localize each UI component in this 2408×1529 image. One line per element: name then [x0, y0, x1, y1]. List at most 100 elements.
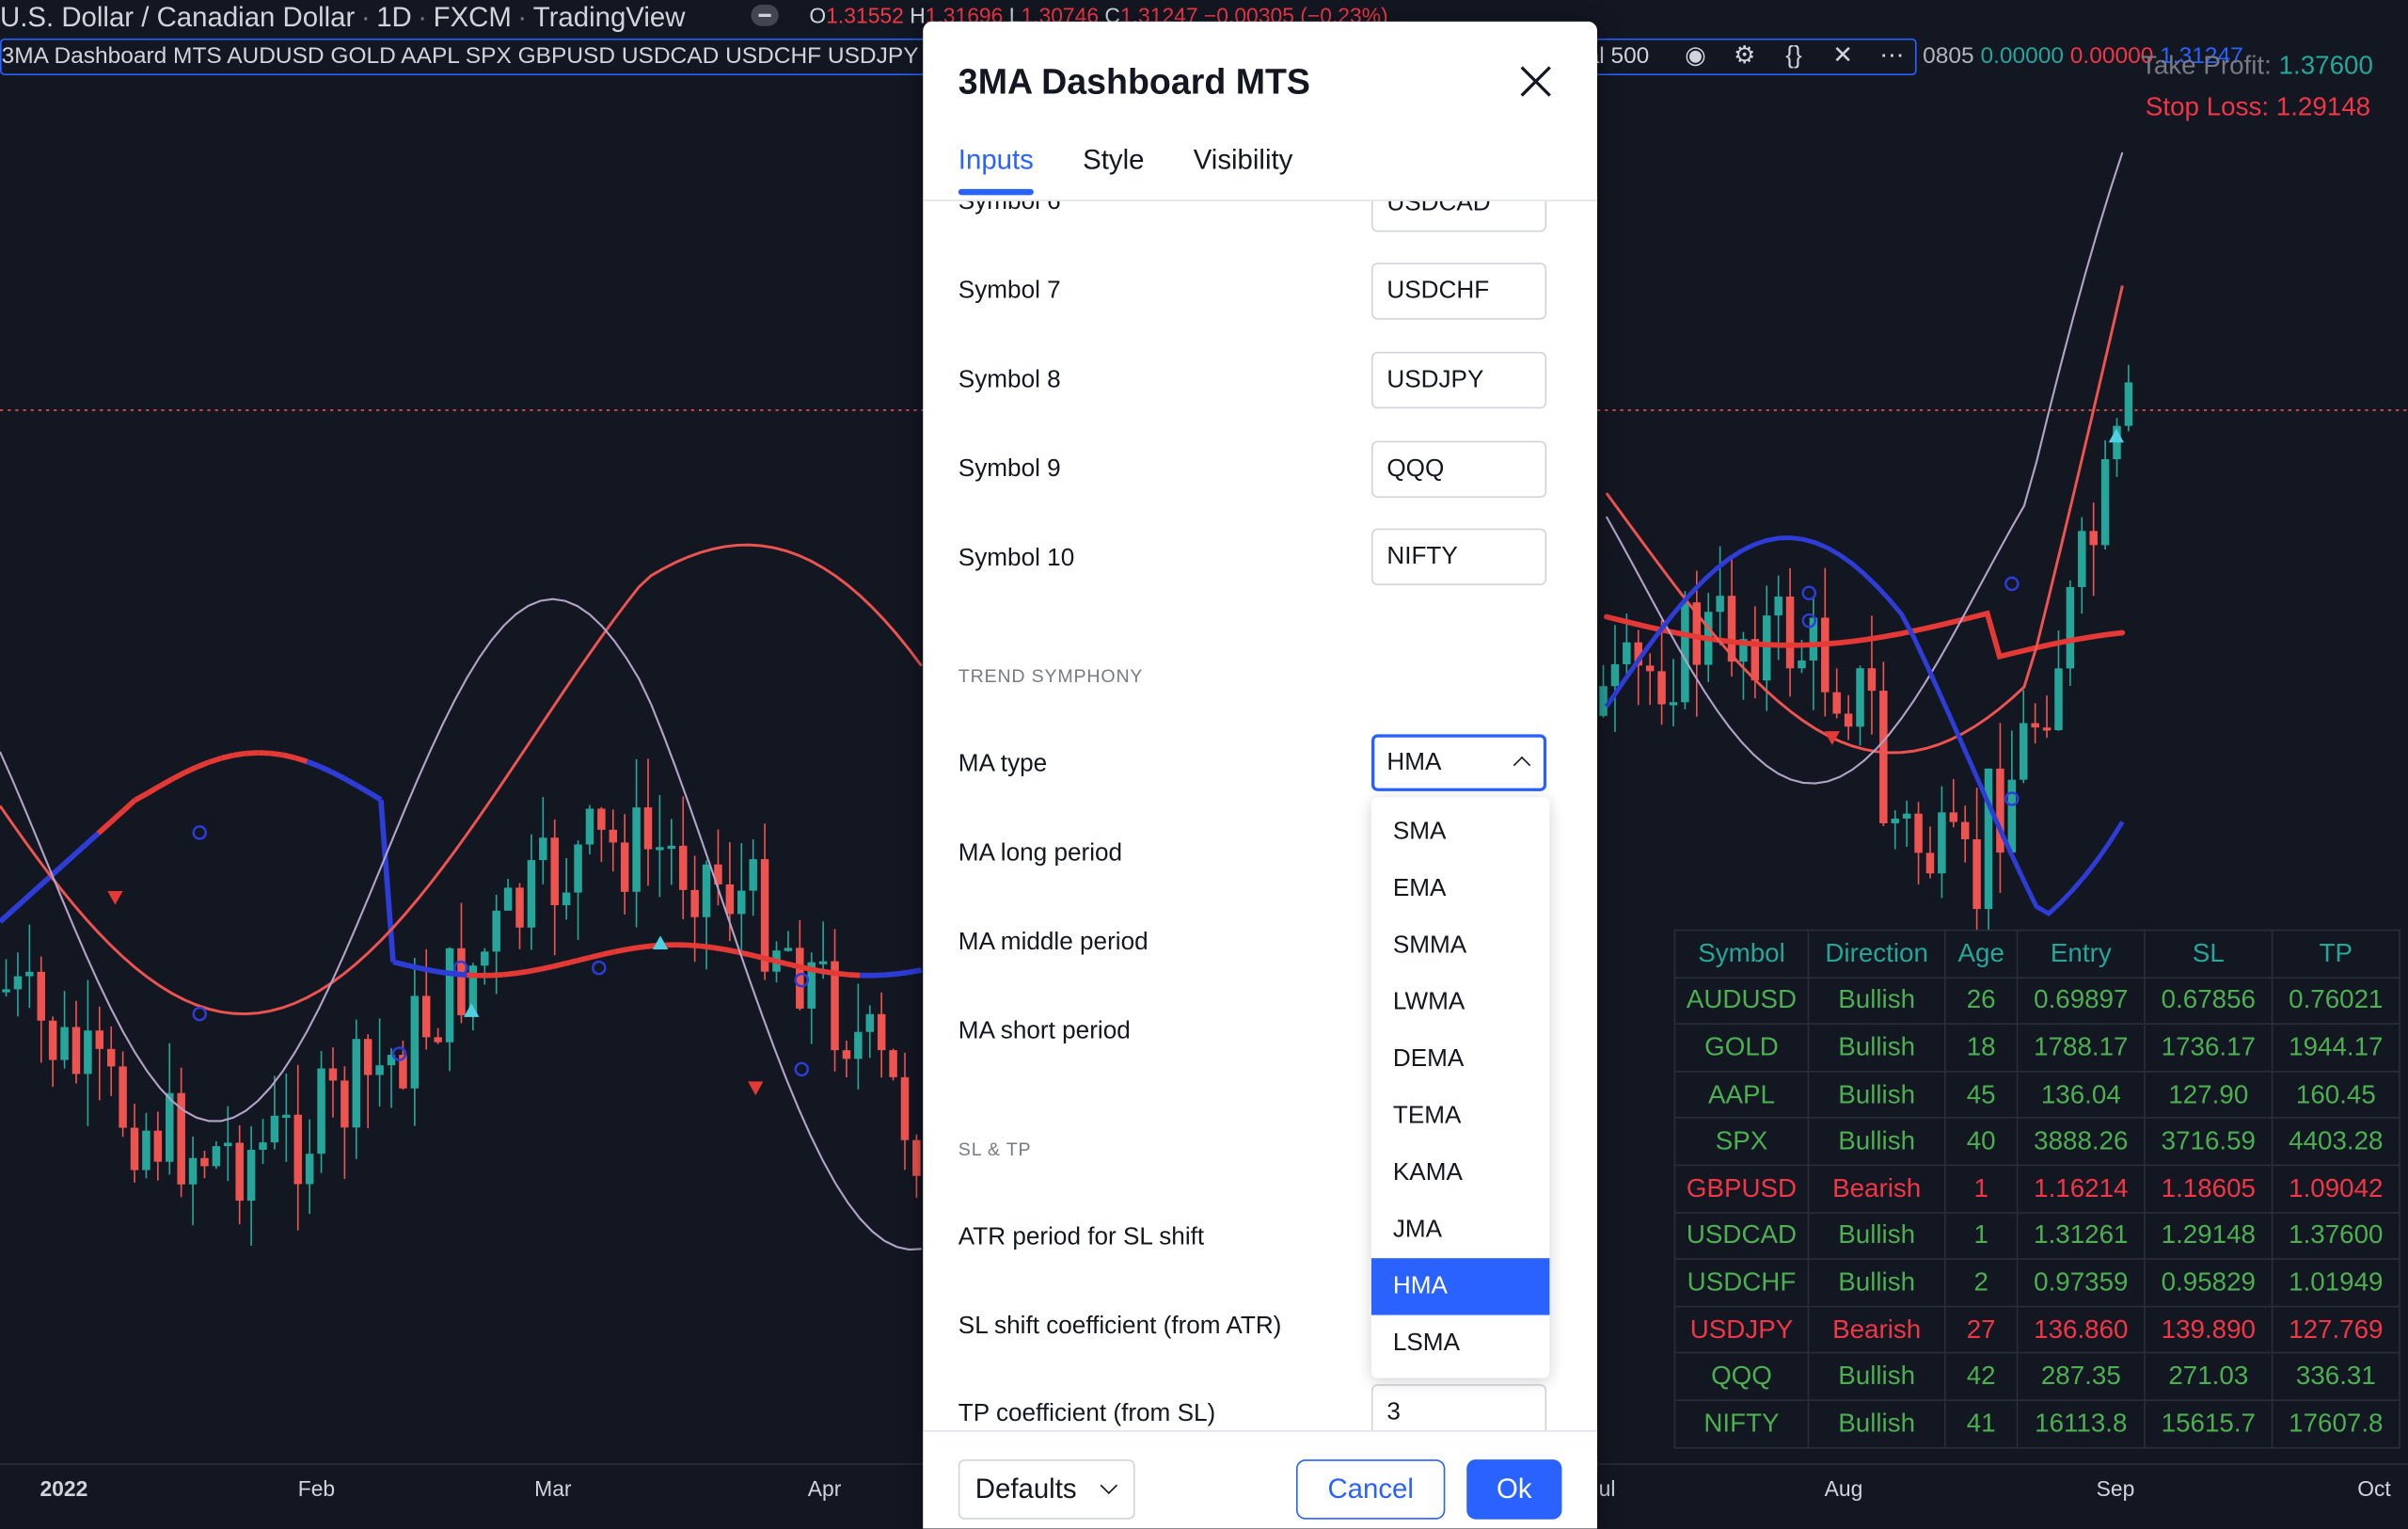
candle-body: [1985, 769, 1992, 909]
braces-icon[interactable]: {}: [1777, 40, 1811, 73]
tab-style[interactable]: Style: [1083, 144, 1144, 195]
candle-body: [446, 948, 453, 1043]
defaults-label: Defaults: [975, 1473, 1077, 1505]
stop-loss-label: Stop Loss: 1.29148: [2146, 92, 2370, 123]
ma-long-segment: [24, 888, 37, 900]
ma-long-segment: [811, 969, 823, 971]
symbol-9-input[interactable]: QQQ: [1371, 441, 1546, 498]
candle-body: [411, 995, 419, 1088]
cell-direction: Bearish: [1809, 1165, 1945, 1212]
cell-symbol: USDCAD: [1674, 1212, 1808, 1259]
close-icon[interactable]: ✕: [1826, 40, 1860, 73]
candle-body: [1599, 686, 1607, 716]
cell-symbol: USDCHF: [1674, 1259, 1808, 1306]
candle-body: [726, 884, 734, 914]
ok-button[interactable]: Ok: [1466, 1459, 1561, 1520]
ma-long-segment: [553, 964, 565, 966]
candle-body: [668, 846, 675, 849]
candle-body: [2054, 668, 2062, 730]
option-jma[interactable]: JMA: [1371, 1202, 1549, 1258]
cell-sl: 127.90: [2145, 1071, 2273, 1118]
option-lwma[interactable]: LWMA: [1371, 974, 1549, 1030]
cell-tp: 127.769: [2273, 1306, 2400, 1353]
option-lsma[interactable]: LSMA: [1371, 1315, 1549, 1372]
candle-body: [2020, 724, 2027, 780]
ma-long-segment: [221, 756, 233, 758]
settings-dialog: 3MA Dashboard MTS Inputs Style Visibilit…: [923, 22, 1597, 1529]
cell-sl: 0.67856: [2145, 978, 2273, 1025]
option-tema[interactable]: TEMA: [1371, 1088, 1549, 1144]
candle-body: [703, 865, 710, 917]
cell-symbol: AUDUSD: [1674, 978, 1808, 1025]
candle-body: [1716, 596, 1723, 612]
inputs-panel[interactable]: Symbol 6 USDCAD Symbol 7 USDCHF Symbol 8…: [923, 201, 1597, 1430]
candle-body: [515, 887, 523, 927]
candle-body: [1821, 617, 1829, 692]
option-dema[interactable]: DEMA: [1371, 1031, 1549, 1088]
defaults-button[interactable]: Defaults: [958, 1459, 1135, 1520]
ma-type-dropdown[interactable]: SMA EMA SMMA LWMA DEMA TEMA KAMA JMA HMA…: [1371, 797, 1549, 1378]
gear-icon[interactable]: ⚙: [1728, 40, 1762, 73]
candle-body: [866, 1014, 874, 1032]
cell-sl: 1.18605: [2145, 1165, 2273, 1212]
interval[interactable]: 1D: [376, 2, 412, 33]
symbol-name[interactable]: U.S. Dollar / Canadian Dollar: [0, 2, 355, 33]
symbol-10-label: Symbol 10: [958, 546, 1074, 573]
candle-body: [656, 847, 663, 850]
candle-body: [1961, 822, 1969, 839]
exchange: FXCM: [434, 2, 512, 33]
candle-body: [119, 1066, 126, 1127]
tab-inputs[interactable]: Inputs: [958, 144, 1034, 195]
symbol-6-label: Symbol 6: [958, 201, 1061, 216]
candle-body: [586, 808, 594, 844]
col-symbol: Symbol: [1674, 931, 1808, 978]
candle-body: [550, 837, 558, 905]
cancel-button[interactable]: Cancel: [1296, 1459, 1445, 1520]
symbol-header[interactable]: U.S. Dollar / Canadian Dollar·1D·FXCM·Tr…: [0, 0, 685, 34]
candle-body: [504, 887, 512, 910]
ma-long-segment: [332, 772, 344, 778]
cell-entry: 287.35: [2018, 1353, 2146, 1400]
tab-visibility[interactable]: Visibility: [1194, 144, 1293, 195]
close-icon[interactable]: [1515, 61, 1555, 101]
candle-body: [49, 1021, 56, 1060]
symbol-7-input[interactable]: USDCHF: [1371, 263, 1546, 319]
symbol-8-input[interactable]: USDJPY: [1371, 352, 1546, 408]
option-smma[interactable]: SMMA: [1371, 917, 1549, 974]
collapse-icon[interactable]: [751, 5, 778, 26]
ma-cross-marker: [2005, 578, 2018, 590]
ma-long-segment: [701, 946, 713, 948]
cell-entry: 136.04: [2018, 1071, 2146, 1118]
ma-long-segment: [541, 966, 553, 969]
option-kama[interactable]: KAMA: [1371, 1144, 1549, 1201]
candle-body: [317, 1069, 325, 1155]
ma-long-segment: [282, 755, 294, 757]
ma-long-segment: [516, 971, 529, 973]
x-axis-label: Oct: [2357, 1476, 2391, 1501]
option-hma[interactable]: HMA: [1371, 1258, 1549, 1314]
tp-coefficient-input[interactable]: 3: [1371, 1384, 1546, 1430]
option-ema[interactable]: EMA: [1371, 860, 1549, 916]
cell-symbol: QQQ: [1674, 1353, 1808, 1400]
ma-type-select[interactable]: HMA: [1371, 734, 1546, 790]
symbol-6-input[interactable]: USDCAD: [1371, 201, 1546, 232]
ma-long-segment: [442, 972, 454, 974]
option-sma[interactable]: SMA: [1371, 804, 1549, 860]
cell-direction: Bullish: [1809, 1212, 1945, 1259]
indicator-title[interactable]: 3MA Dashboard MTS AUDUSD GOLD AAPL SPX G…: [2, 40, 919, 73]
candle-body: [2067, 587, 2074, 668]
ma-long-period-label: MA long period: [958, 840, 1122, 868]
symbol-7-label: Symbol 7: [958, 279, 1061, 306]
symbol-10-input[interactable]: NIFTY: [1371, 529, 1546, 585]
dialog-tabs: Inputs Style Visibility: [958, 144, 1293, 195]
cell-tp: 1.01949: [2273, 1259, 2400, 1306]
eye-icon[interactable]: ◉: [1679, 40, 1713, 73]
ma-long-segment: [725, 949, 737, 952]
ma-long-segment: [356, 785, 369, 792]
more-icon[interactable]: ⋯: [1876, 40, 1909, 73]
col-entry: Entry: [2018, 931, 2146, 978]
ma-long-segment: [197, 762, 209, 767]
